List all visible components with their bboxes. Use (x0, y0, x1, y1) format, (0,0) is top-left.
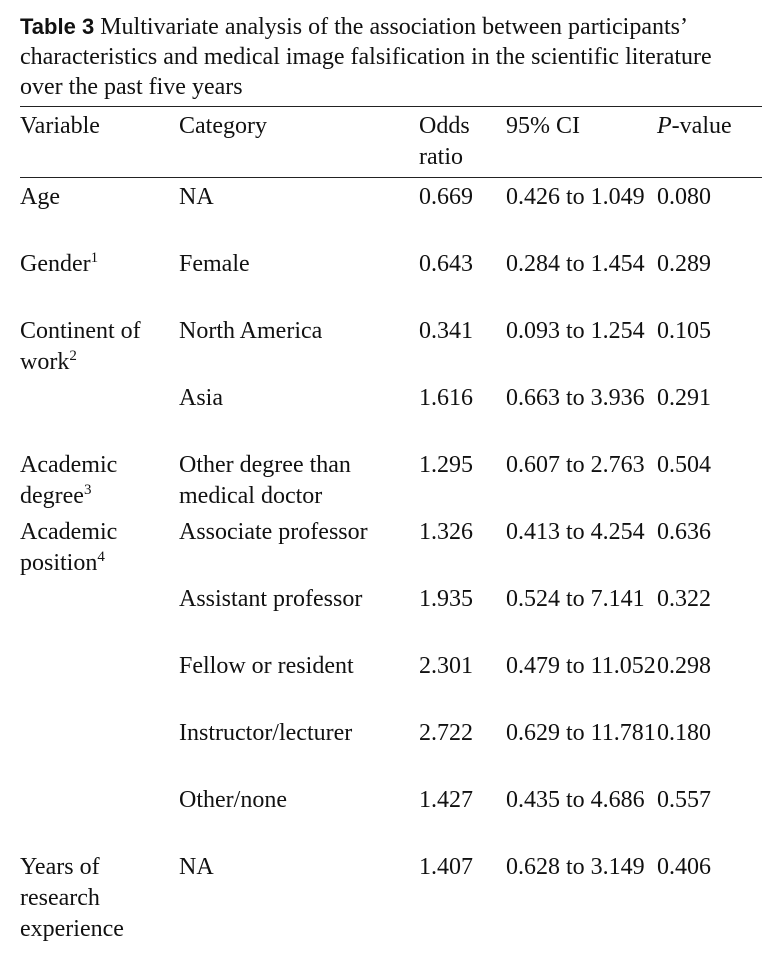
cell: Fellow or resident (179, 652, 354, 679)
variable-cell (20, 781, 179, 848)
cell: 0.643 (419, 250, 473, 277)
variable-text: Age (20, 184, 60, 210)
cell: 0.479 to 11.052 (506, 652, 656, 679)
variable-cell (20, 647, 179, 714)
cell: 1.935 (419, 585, 473, 612)
cell: NA (179, 853, 214, 880)
cell: 0.291 (657, 384, 711, 411)
cell: 0.406 (657, 853, 711, 880)
cell: 0.607 to 2.763 (506, 451, 645, 478)
table-body: Age NA 0.669 0.426 to 1.049 0.080 Gender1 Fema… (20, 178, 762, 945)
table-row: Years of research experience NA 1.407 0.628… (20, 848, 762, 945)
cell: Associate professor (179, 518, 368, 545)
cell: 0.341 (419, 317, 473, 344)
cell: North America (179, 317, 323, 344)
table-row: Age NA 0.669 0.426 to 1.049 0.080 (20, 178, 762, 245)
header-cell: Category (179, 113, 267, 139)
table-row: Academic position4 Associate professor 1.3… (20, 513, 762, 580)
variable-cell (20, 714, 179, 781)
cell: 1.295 (419, 451, 473, 478)
cell: 0.284 to 1.454 (506, 250, 645, 277)
header-cell: 95% CI (506, 113, 580, 139)
table-row: Other/none 1.427 0.435 to 4.686 0.557 (20, 781, 762, 848)
cell: Instructor/lecturer (179, 719, 353, 746)
variable-cell: Continent of work2 (20, 312, 179, 379)
header-cell: P-value (657, 107, 762, 178)
header-cell: Variable (20, 113, 100, 139)
cell: 0.180 (657, 719, 711, 746)
footnote-mark: 1 (90, 249, 99, 266)
caption: Table 3 Multivariate analysis of the ass… (20, 12, 760, 102)
cell: 0.628 to 3.149 (506, 853, 645, 880)
cell: Asia (179, 384, 223, 411)
cell: 0.557 (657, 786, 711, 813)
cell: 1.326 (419, 518, 473, 545)
cell: Female (179, 250, 250, 277)
table-row: Instructor/lecturer 2.722 0.629 to 11.781 0… (20, 714, 762, 781)
cell: 0.629 to 11.781 (506, 719, 656, 746)
table-row: Academic degree3 Other degree than medica… (20, 446, 762, 513)
variable-cell: Academic degree3 (20, 446, 179, 513)
table-row: Continent of work2 North America 0.341 0.09… (20, 312, 762, 379)
variable-cell (20, 379, 179, 446)
header-text: -value (671, 113, 732, 139)
cell: 0.504 (657, 451, 711, 478)
cell: 1.407 (419, 853, 473, 880)
cell: 0.435 to 4.686 (506, 786, 645, 813)
table-row: Asia 1.616 0.663 to 3.936 0.291 (20, 379, 762, 446)
cell: 2.722 (419, 719, 473, 746)
cell: Assistant professor (179, 585, 363, 612)
cell: 0.663 to 3.936 (506, 384, 645, 411)
footnote-mark: 3 (83, 481, 92, 498)
cell: 0.289 (657, 250, 711, 277)
caption-label: Table 3 (20, 14, 95, 39)
table-row: Assistant professor 1.935 0.524 to 7.141 0.… (20, 580, 762, 647)
variable-cell: Years of research experience (20, 848, 179, 945)
cell: 0.524 to 7.141 (506, 585, 645, 612)
variable-text: Continent of work (20, 317, 141, 375)
cell: 0.413 to 4.254 (506, 518, 645, 545)
variable-text: Academic degree (20, 451, 118, 509)
variable-text: Academic position (20, 518, 118, 576)
cell: 0.080 (657, 184, 711, 210)
cell: 1.427 (419, 786, 473, 813)
header-italic: P (657, 113, 672, 139)
cell: NA (179, 184, 214, 210)
table: Variable Category Odds ratio 95% CI P-value … (20, 106, 762, 945)
variable-cell (20, 580, 179, 647)
cell: 0.093 to 1.254 (506, 317, 645, 344)
variable-text: Gender (20, 250, 91, 277)
cell: 0.322 (657, 585, 711, 612)
table-row: Fellow or resident 2.301 0.479 to 11.052 0.… (20, 647, 762, 714)
header-row: Variable Category Odds ratio 95% CI P-value (20, 106, 762, 178)
variable-cell: Gender1 (20, 245, 179, 312)
variable-cell: Academic position4 (20, 513, 179, 580)
footnote-mark: 4 (97, 548, 105, 565)
variable-cell: Age (20, 178, 179, 245)
footnote-mark: 2 (69, 347, 77, 364)
cell: 0.426 to 1.049 (506, 184, 645, 210)
header-cell: Odds ratio (419, 113, 470, 170)
caption-text: Multivariate analysis of the association… (20, 14, 712, 100)
cell: 0.636 (657, 518, 711, 545)
cell: 0.669 (419, 184, 473, 210)
cell: 0.298 (657, 652, 711, 679)
cell: 0.105 (657, 317, 711, 344)
table-row: Gender1 Female 0.643 0.284 to 1.454 0.289 (20, 245, 762, 312)
cell: Other/none (179, 786, 287, 813)
variable-text: Years of research experience (20, 853, 124, 942)
cell: 2.301 (419, 652, 473, 679)
cell: 1.616 (419, 384, 473, 411)
cell: Other degree than medical doctor (179, 451, 351, 509)
